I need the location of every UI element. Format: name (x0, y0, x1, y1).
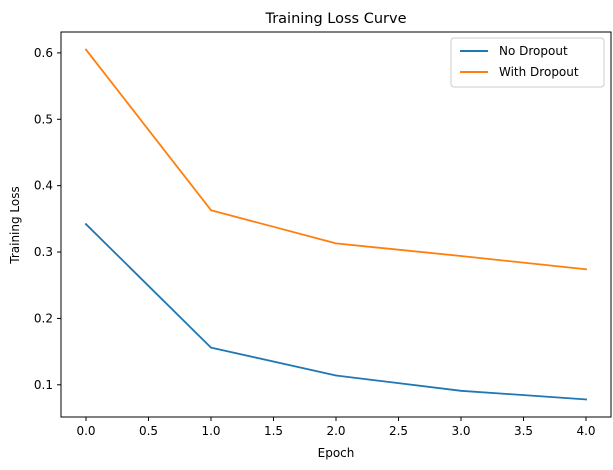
x-tick-label: 0.5 (139, 424, 158, 438)
data-point-with-dropout (210, 209, 212, 212)
y-tick-label: 0.3 (34, 245, 53, 259)
data-point-with-dropout (335, 242, 337, 245)
chart-title: Training Loss Curve (264, 11, 406, 27)
x-axis: 0.0 0.5 1.0 1.5 2.0 2.5 3.0 3.5 4.0 (76, 417, 596, 438)
y-tick-label: 0.2 (34, 311, 53, 325)
legend-box (450, 37, 605, 88)
legend: No Dropout With Dropout (450, 37, 605, 88)
y-tick-label: 0.4 (34, 179, 53, 193)
series-layer (84, 48, 587, 401)
data-point-no-dropout (585, 398, 587, 401)
x-tick-label: 1.5 (264, 424, 283, 438)
y-axis-label: Training Loss (8, 186, 22, 264)
x-axis-label: Epoch (318, 446, 355, 460)
x-tick-label: 4.0 (576, 424, 595, 438)
data-point-no-dropout (210, 346, 212, 349)
data-point-with-dropout (585, 268, 587, 271)
data-point-no-dropout (460, 389, 462, 392)
legend-label-no-dropout: No Dropout (499, 44, 568, 58)
x-tick-label: 2.0 (326, 424, 345, 438)
plot-frame (60, 31, 612, 418)
y-tick-label: 0.5 (34, 112, 53, 126)
data-point-no-dropout (335, 374, 337, 377)
y-axis: 0.1 0.2 0.3 0.4 0.5 0.6 (34, 46, 61, 392)
plot-area (60, 31, 612, 418)
x-tick-label: 0.0 (76, 424, 95, 438)
x-tick-label: 1.0 (201, 424, 220, 438)
y-tick-label: 0.1 (34, 378, 53, 392)
x-tick-label: 3.0 (451, 424, 470, 438)
x-tick-label: 3.5 (514, 424, 533, 438)
data-point-no-dropout (85, 223, 87, 226)
legend-label-with-dropout: With Dropout (499, 65, 579, 79)
y-tick-label: 0.6 (34, 46, 53, 60)
data-point-with-dropout (460, 255, 462, 257)
x-tick-label: 2.5 (389, 424, 408, 438)
data-point-with-dropout (85, 48, 87, 51)
